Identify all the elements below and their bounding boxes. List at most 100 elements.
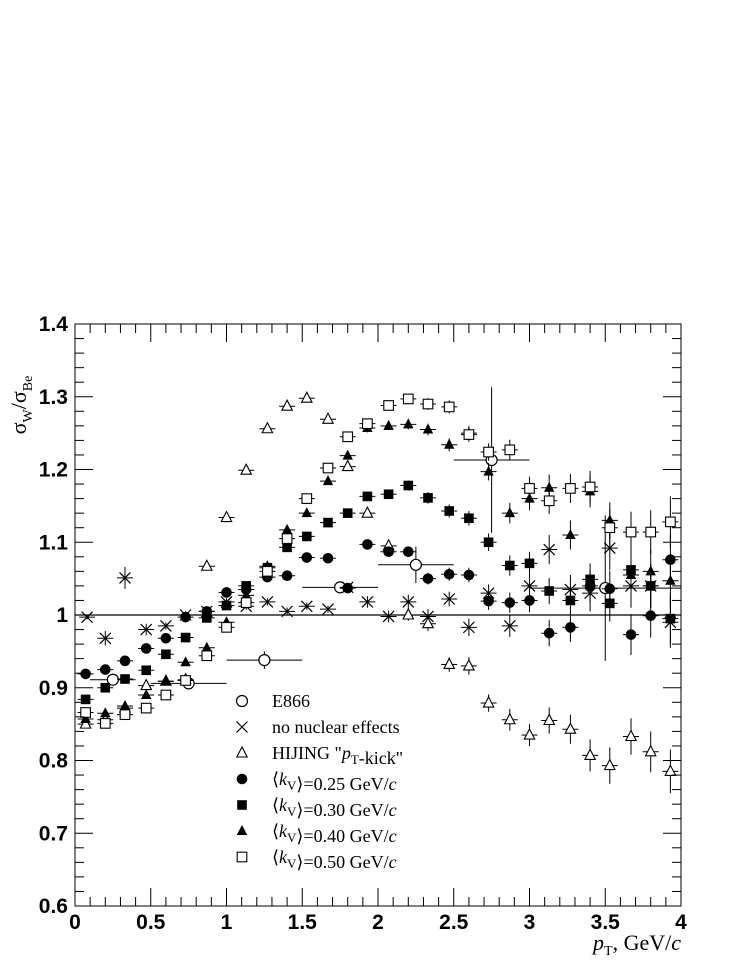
data-point [80, 694, 91, 705]
y-label-slash: / [6, 402, 31, 409]
data-point [220, 510, 233, 523]
data-point [421, 616, 435, 629]
data-point [565, 528, 576, 539]
data-point [140, 702, 152, 714]
data-point [665, 516, 676, 528]
data-point [180, 632, 191, 643]
data-point [664, 764, 677, 776]
data-point [119, 699, 131, 710]
data-point [322, 603, 334, 616]
legend-marker [236, 721, 248, 733]
data-point [645, 565, 656, 576]
data-point [280, 399, 294, 411]
series-filled-circle [77, 534, 679, 680]
data-point [625, 526, 637, 538]
legend-label-part: V [287, 804, 297, 819]
legend-label-part: c [389, 774, 397, 794]
legend-label-part: c [389, 852, 397, 872]
data-point [402, 595, 415, 608]
data-point [463, 429, 475, 440]
data-point [564, 722, 577, 734]
x-tick-label: 4 [675, 911, 687, 934]
data-point [565, 595, 576, 606]
data-point [180, 611, 191, 623]
data-point [161, 649, 171, 660]
data-point [160, 632, 172, 644]
data-point [543, 495, 555, 507]
data-point [422, 398, 434, 410]
data-point [443, 657, 456, 670]
legend-marker [236, 773, 248, 785]
data-point [422, 423, 434, 434]
x-tick-label: 0 [69, 911, 81, 934]
legend-label-part: V [287, 856, 297, 871]
data-point [383, 489, 394, 500]
data-point [403, 480, 414, 491]
y-tick-label: 1 [56, 604, 68, 627]
data-point [322, 475, 334, 486]
legend-marker [236, 851, 248, 863]
data-point [584, 481, 596, 493]
data-point [503, 712, 516, 725]
data-point [362, 418, 373, 430]
data-point [523, 727, 536, 740]
legend-label: ⟨kV⟩=0.25 GeV/c [272, 769, 397, 794]
data-point [140, 643, 152, 654]
data-point [119, 655, 131, 667]
data-point [301, 531, 312, 542]
data-point [565, 483, 576, 494]
legend-label-part: k [279, 821, 288, 841]
data-point [402, 393, 414, 405]
data-point [443, 568, 455, 580]
data-point [383, 546, 394, 558]
data-point [382, 610, 395, 623]
x-tick-label: 3 [524, 911, 536, 934]
data-point [403, 418, 414, 429]
x-label-unit: c [671, 930, 681, 955]
data-point [523, 579, 536, 592]
data-point [624, 729, 638, 742]
data-point [361, 595, 374, 608]
data-point [524, 558, 535, 569]
data-point [80, 707, 91, 718]
data-point [645, 610, 657, 622]
data-point [422, 573, 434, 584]
data-point [423, 493, 433, 503]
legend-label: E866 [272, 691, 310, 711]
y-label-sigma2: σ [6, 391, 31, 403]
data-point [100, 682, 111, 693]
data-point [322, 552, 334, 564]
data-point [504, 507, 516, 518]
legend-label-part: c [389, 826, 397, 846]
data-point [443, 593, 456, 605]
data-point [644, 744, 657, 757]
data-point [342, 508, 353, 518]
data-point [483, 465, 494, 476]
data-point [464, 513, 474, 524]
legend-label-part: V [287, 830, 297, 845]
legend-label-part: ⟨ [272, 847, 279, 867]
legend-label: ⟨kV⟩=0.40 GeV/c [272, 821, 397, 846]
legend-label-part: -kick" [359, 748, 403, 768]
data-point [262, 565, 273, 577]
data-point [604, 522, 616, 534]
data-point [383, 400, 394, 411]
x-tick-label: 3.5 [591, 911, 621, 934]
data-point [543, 713, 556, 726]
data-point [625, 629, 637, 640]
data-point [645, 526, 657, 538]
data-point [323, 517, 333, 528]
data-point [565, 622, 576, 633]
data-point [221, 587, 232, 598]
legend-label: ⟨kV⟩=0.50 GeV/c [272, 847, 397, 872]
data-point [281, 523, 293, 534]
legend-label-part: ⟨ [272, 769, 279, 789]
legend-label-part: p [340, 743, 351, 763]
data-point [240, 597, 252, 608]
data-point [444, 438, 455, 449]
data-point [140, 623, 153, 636]
data-point [544, 586, 554, 596]
data-point [99, 632, 112, 645]
